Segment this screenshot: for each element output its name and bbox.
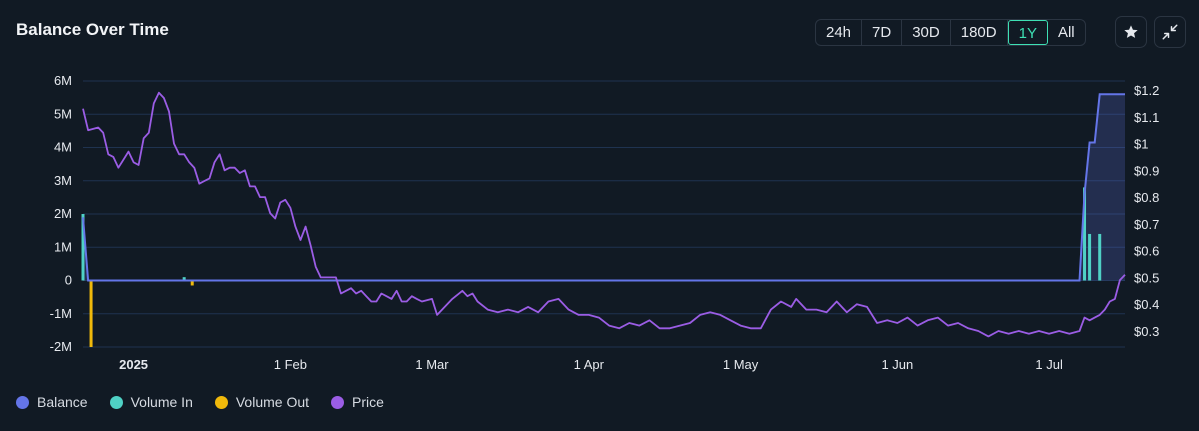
right-axis-tick-label: $0.4 bbox=[1134, 297, 1159, 312]
right-axis-tick-label: $0.6 bbox=[1134, 244, 1159, 259]
legend-label: Price bbox=[352, 394, 384, 410]
series-lines bbox=[82, 91, 1126, 338]
legend-item-balance[interactable]: Balance bbox=[16, 394, 88, 410]
x-axis-tick-label: 1 Apr bbox=[574, 357, 605, 372]
x-axis-tick-label: 1 Feb bbox=[274, 357, 307, 372]
left-axis-tick-label: 3M bbox=[54, 173, 72, 188]
collapse-icon bbox=[1162, 24, 1178, 40]
left-y-axis: -2M -1M 0 1M 2M 3M 4M 5M 6M bbox=[50, 73, 72, 354]
collapse-button[interactable] bbox=[1154, 16, 1186, 48]
right-axis-tick-label: $0.8 bbox=[1134, 190, 1159, 205]
balance-area bbox=[83, 94, 1125, 281]
right-axis-tick-label: $0.5 bbox=[1134, 270, 1159, 285]
left-axis-tick-label: 1M bbox=[54, 239, 72, 254]
balance-line bbox=[82, 93, 1125, 282]
chart-title: Balance Over Time bbox=[16, 20, 169, 39]
volume-bars bbox=[81, 187, 1102, 347]
left-axis-tick-label: 4M bbox=[54, 140, 72, 155]
balance-area-layer bbox=[83, 94, 1125, 281]
range-1y-button[interactable]: 1Y bbox=[1007, 20, 1048, 45]
range-all-button[interactable]: All bbox=[1048, 20, 1085, 45]
price-swatch bbox=[331, 395, 345, 409]
legend-item-price[interactable]: Price bbox=[331, 394, 384, 410]
volume-in-bar bbox=[1083, 187, 1087, 281]
right-axis-tick-label: $0.3 bbox=[1134, 324, 1159, 339]
volume-out-bar bbox=[190, 280, 194, 286]
x-axis-tick-label: 1 Jul bbox=[1035, 357, 1063, 372]
time-range-selector: 24h 7D 30D 180D 1Y All bbox=[815, 19, 1086, 46]
volume-in-bar bbox=[1098, 233, 1102, 281]
left-axis-tick-label: 0 bbox=[65, 273, 72, 288]
right-axis-tick-label: $1.2 bbox=[1134, 83, 1159, 98]
right-axis-tick-label: $1.1 bbox=[1134, 110, 1159, 125]
legend-label: Balance bbox=[37, 394, 88, 410]
left-axis-tick-label: 6M bbox=[54, 73, 72, 88]
legend-label: Volume In bbox=[130, 394, 193, 410]
volume-out-swatch bbox=[214, 395, 228, 409]
x-axis-tick-label: 2025 bbox=[119, 357, 148, 372]
price-line bbox=[82, 91, 1126, 338]
volume-in-bar bbox=[81, 214, 85, 281]
right-axis-tick-label: $0.7 bbox=[1134, 217, 1159, 232]
left-axis-tick-label: -2M bbox=[50, 339, 72, 354]
legend-item-volume-in[interactable]: Volume In bbox=[109, 394, 193, 410]
volume-out-bar bbox=[89, 280, 93, 347]
volume-in-swatch bbox=[109, 395, 123, 409]
chart-legend: Balance Volume In Volume Out Price bbox=[16, 394, 384, 410]
star-icon bbox=[1124, 25, 1138, 38]
volume-in-bar bbox=[182, 277, 186, 281]
left-axis-tick-label: 2M bbox=[54, 206, 72, 221]
legend-label: Volume Out bbox=[235, 394, 310, 410]
right-axis-tick-label: $0.9 bbox=[1134, 163, 1159, 178]
range-30d-button[interactable]: 30D bbox=[902, 20, 951, 45]
left-axis-tick-label: 5M bbox=[54, 106, 72, 121]
left-axis-tick-label: -1M bbox=[50, 306, 72, 321]
balance-swatch bbox=[16, 395, 29, 409]
favorite-button[interactable] bbox=[1115, 16, 1147, 48]
range-7d-button[interactable]: 7D bbox=[862, 20, 903, 45]
legend-item-volume-out[interactable]: Volume Out bbox=[214, 394, 310, 410]
x-axis-tick-label: 1 Mar bbox=[415, 357, 449, 372]
volume-in-bar bbox=[1088, 233, 1092, 281]
right-y-axis: $0.3 $0.4 $0.5 $0.6 $0.7 $0.8 $0.9 $1 $1.1 $1.2 bbox=[1134, 83, 1159, 339]
right-axis-tick-label: $1 bbox=[1134, 137, 1148, 152]
range-24h-button[interactable]: 24h bbox=[816, 20, 863, 45]
x-axis-tick-label: 1 Jun bbox=[881, 357, 913, 372]
x-axis-tick-label: 1 May bbox=[723, 357, 759, 372]
range-180d-button[interactable]: 180D bbox=[951, 20, 1008, 45]
x-axis: 2025 1 Feb 1 Mar 1 Apr 1 May 1 Jun 1 Jul bbox=[119, 357, 1063, 372]
chart-grid bbox=[83, 80, 1125, 348]
